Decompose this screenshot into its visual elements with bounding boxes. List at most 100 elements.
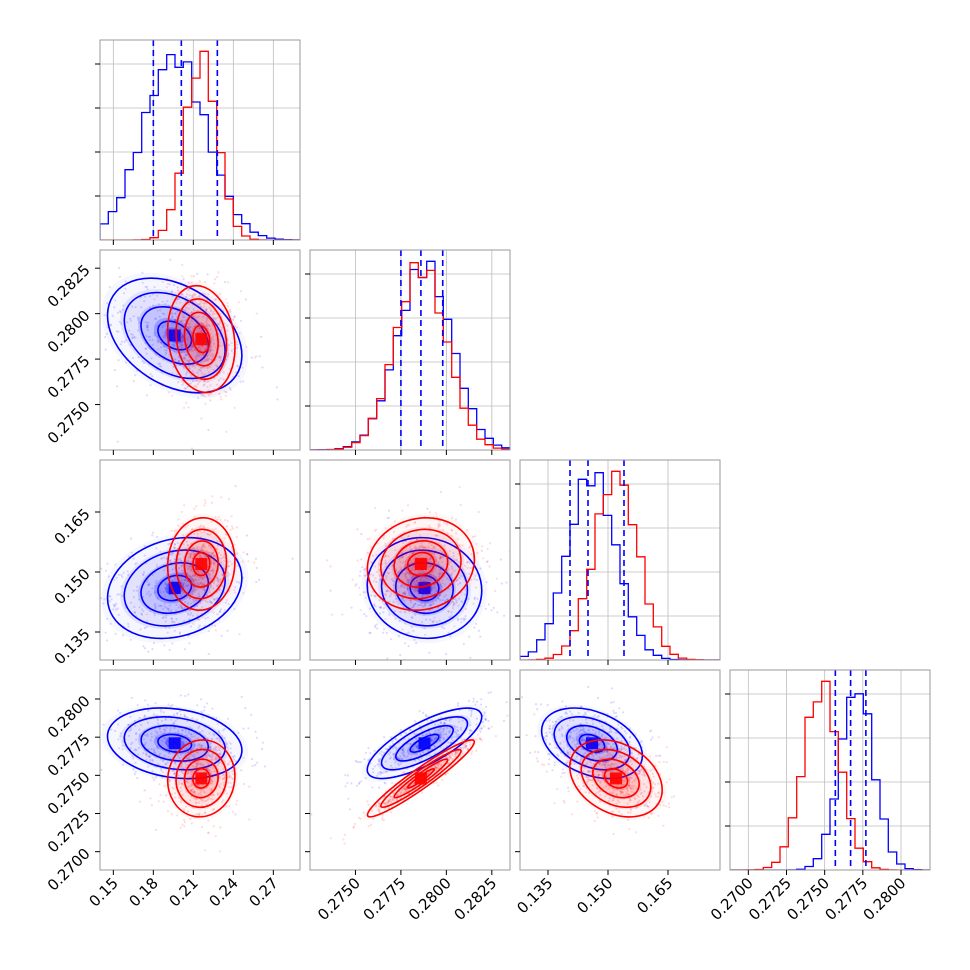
- scatter-point: [392, 584, 395, 587]
- scatter-point: [250, 758, 254, 761]
- scatter-point: [193, 768, 196, 771]
- scatter-point: [468, 708, 471, 712]
- scatter-point: [204, 746, 207, 750]
- scatter-point: [210, 741, 213, 744]
- scatter-point: [164, 353, 167, 356]
- scatter-point: [475, 723, 478, 726]
- scatter-point: [210, 595, 213, 598]
- scatter-point: [404, 540, 407, 543]
- scatter-point: [554, 720, 558, 723]
- scatter-point: [484, 717, 487, 720]
- scatter-point: [437, 563, 440, 566]
- scatter-point: [187, 359, 190, 363]
- scatter-point: [611, 769, 615, 773]
- scatter-point: [198, 731, 202, 734]
- scatter-point: [395, 567, 398, 571]
- scatter-point: [198, 732, 201, 735]
- scatter-point: [205, 576, 208, 579]
- scatter-point: [173, 575, 176, 578]
- scatter-point: [209, 349, 212, 352]
- scatter-point: [587, 778, 590, 781]
- scatter-point: [190, 343, 193, 346]
- scatter-point: [403, 566, 407, 569]
- contour-line: [393, 540, 449, 588]
- scatter-point: [181, 563, 184, 566]
- scatter-point: [118, 593, 121, 596]
- scatter-point: [200, 322, 203, 325]
- scatter-point: [153, 751, 156, 754]
- scatter-point: [481, 721, 484, 724]
- scatter-point: [402, 754, 405, 758]
- scatter-point: [398, 764, 401, 767]
- scatter-point: [384, 747, 387, 751]
- scatter-point: [464, 744, 467, 747]
- scatter-point: [163, 644, 166, 647]
- scatter-point: [170, 813, 173, 816]
- scatter-point: [121, 575, 124, 579]
- scatter-point: [206, 385, 209, 389]
- scatter-point: [171, 769, 174, 773]
- scatter-point: [115, 330, 118, 333]
- scatter-point: [388, 798, 391, 801]
- scatter-point: [201, 826, 204, 829]
- scatter-point: [435, 766, 438, 769]
- scatter-point: [157, 541, 160, 544]
- scatter-point: [163, 602, 166, 605]
- scatter-point: [196, 751, 199, 755]
- scatter-point: [615, 711, 618, 715]
- scatter-point: [547, 753, 550, 756]
- scatter-point: [381, 816, 384, 819]
- scatter-point: [405, 788, 408, 791]
- scatter-point: [185, 401, 188, 404]
- scatter-point: [387, 800, 390, 803]
- scatter-point: [131, 755, 134, 758]
- scatter-point: [114, 299, 117, 302]
- scatter-point: [203, 380, 206, 383]
- scatter-point: [449, 756, 452, 760]
- scatter-point: [346, 781, 349, 785]
- scatter-point: [208, 533, 211, 536]
- scatter-point: [610, 762, 614, 765]
- scatter-point: [384, 760, 387, 763]
- contour-line: [578, 733, 606, 753]
- scatter-point: [209, 333, 212, 336]
- scatter-point: [377, 786, 381, 789]
- scatter-point: [433, 616, 436, 619]
- scatter-point: [422, 572, 425, 575]
- scatter-point: [387, 799, 391, 802]
- scatter-point: [488, 565, 491, 568]
- scatter-point: [548, 742, 551, 746]
- scatter-point: [204, 501, 207, 504]
- scatter-point: [178, 346, 181, 349]
- scatter-point: [187, 559, 190, 562]
- scatter-point: [155, 563, 158, 566]
- scatter-point: [424, 604, 427, 607]
- scatter-point: [231, 777, 234, 781]
- scatter-point: [211, 551, 215, 555]
- scatter-point: [168, 740, 171, 743]
- scatter-point: [212, 572, 215, 575]
- scatter-point: [401, 757, 404, 760]
- scatter-point: [236, 364, 239, 367]
- scatter-point: [428, 561, 431, 564]
- scatter-point: [167, 391, 170, 394]
- scatter-point: [186, 602, 189, 605]
- scatter-point: [587, 756, 590, 759]
- scatter-point: [579, 788, 582, 791]
- scatter-point: [128, 329, 131, 332]
- scatter-point: [354, 759, 357, 763]
- scatter-point: [181, 592, 184, 595]
- scatter-point: [151, 758, 154, 762]
- scatter-point: [449, 635, 452, 638]
- scatter-point: [415, 575, 418, 579]
- scatter-point: [233, 406, 236, 409]
- scatter-point: [171, 552, 174, 555]
- scatter-point: [387, 572, 390, 575]
- scatter-point: [216, 757, 219, 760]
- scatter-point: [639, 770, 642, 773]
- scatter-point: [475, 586, 478, 589]
- scatter-point: [606, 742, 610, 745]
- scatter-point: [420, 552, 423, 556]
- scatter-point: [420, 576, 424, 579]
- scatter-point: [575, 745, 578, 748]
